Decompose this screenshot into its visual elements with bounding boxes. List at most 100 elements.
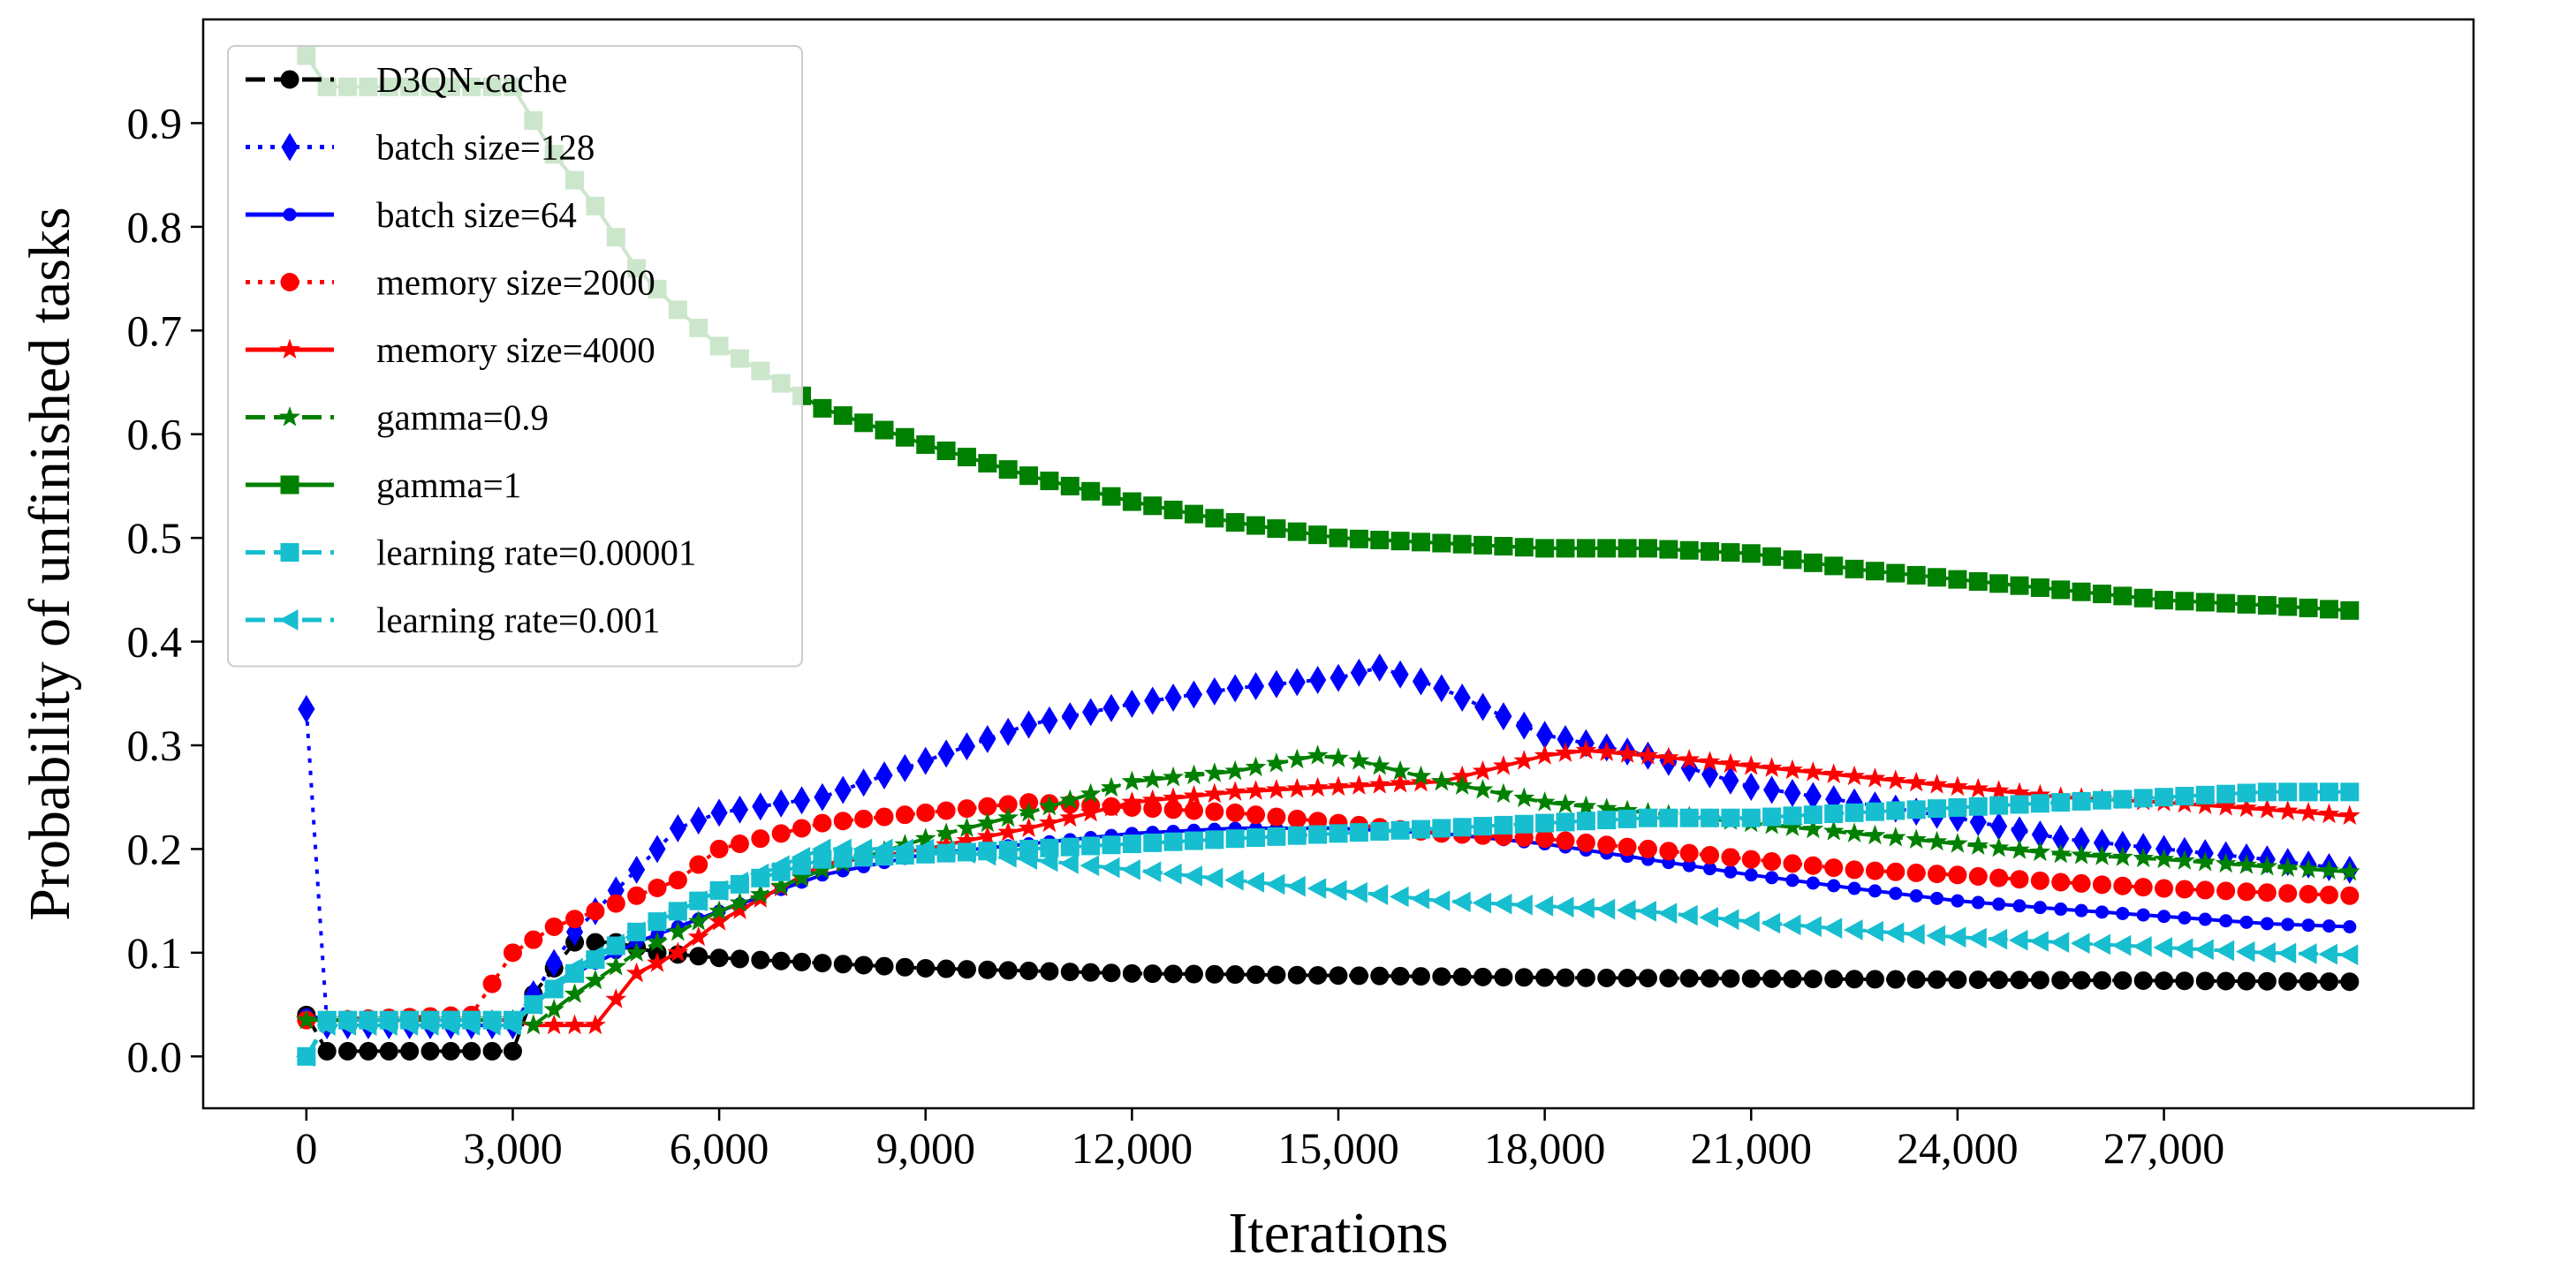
data-point: [460, 1015, 481, 1036]
data-point: [916, 803, 936, 822]
data-point: [914, 838, 935, 860]
series-line: [306, 753, 2350, 1028]
data-point: [1744, 868, 1758, 882]
data-point: [2216, 881, 2236, 901]
series-line: [305, 847, 2350, 1058]
data-point: [1806, 876, 1820, 890]
data-point: [2051, 793, 2071, 812]
data-point: [1411, 967, 1430, 986]
data-point: [1678, 748, 1700, 769]
data-point: [1163, 863, 1182, 885]
data-point: [1246, 805, 1266, 825]
series-line: [306, 800, 2350, 1023]
data-point: [1082, 698, 1100, 727]
data-point: [1121, 791, 1143, 812]
data-point: [2319, 782, 2338, 802]
data-point: [2113, 789, 2133, 809]
data-point: [2237, 882, 2256, 902]
data-point: [1349, 529, 1368, 548]
data-point: [2219, 914, 2233, 928]
data-point: [647, 952, 668, 972]
data-point: [627, 886, 647, 905]
data-point: [2029, 931, 2049, 952]
data-point: [1265, 873, 1285, 895]
data-point: [1390, 966, 1410, 986]
data-point: [979, 724, 996, 753]
data-point: [771, 824, 791, 843]
data-point: [667, 920, 689, 941]
data-point: [1967, 927, 1987, 949]
data-point: [584, 1014, 606, 1035]
data-point: [481, 1015, 501, 1036]
data-point: [1308, 525, 1328, 545]
data-point: [1286, 777, 1308, 798]
data-point: [1556, 812, 1575, 832]
data-point: [1930, 891, 1944, 905]
data-point: [957, 960, 976, 979]
data-point: [565, 910, 585, 929]
data-point: [770, 875, 792, 895]
data-point: [1844, 822, 1866, 842]
data-point: [1865, 861, 1884, 880]
data-point: [564, 983, 586, 1003]
data-point: [1391, 660, 1409, 689]
data-point: [916, 958, 936, 978]
data-point: [751, 950, 770, 970]
data-point: [1884, 922, 1905, 944]
data-point: [1183, 865, 1202, 887]
data-point: [2339, 804, 2360, 825]
x-axis-label: Iterations: [1228, 1201, 1448, 1265]
data-point: [1472, 779, 1494, 799]
data-point: [1576, 968, 1595, 987]
data-point: [378, 1015, 398, 1036]
data-point: [2256, 798, 2278, 819]
data-point: [1576, 539, 1595, 558]
data-point: [1802, 916, 1822, 938]
data-point: [585, 969, 606, 990]
data-point: [1803, 856, 1822, 875]
data-point: [1494, 815, 1513, 835]
legend: D3QN-cache batch size=128 batch size=64 mem…: [227, 45, 803, 668]
data-point: [873, 838, 893, 860]
data-point: [2195, 971, 2215, 991]
data-point: [1659, 808, 1678, 827]
data-point: [1267, 807, 1286, 827]
data-point: [1308, 965, 1328, 985]
data-point: [1411, 532, 1430, 552]
data-point: [2054, 903, 2068, 917]
y-tick-label: 0.5: [127, 513, 183, 563]
data-point: [1885, 827, 1906, 847]
data-point: [1144, 686, 1162, 715]
data-point: [1452, 534, 1472, 554]
data-point: [1185, 680, 1203, 709]
data-point: [2173, 850, 2195, 870]
data-point: [1763, 775, 1781, 804]
data-point: [772, 789, 790, 818]
data-point: [646, 910, 666, 933]
data-point: [1184, 504, 1203, 524]
series-line: [305, 940, 2350, 1054]
data-point: [2111, 934, 2132, 956]
legend-item: memory size=4000: [246, 329, 655, 370]
data-point: [482, 1041, 502, 1061]
data-point: [792, 786, 811, 815]
data-point: [1967, 777, 1989, 798]
data-point: [1741, 850, 1761, 869]
data-point: [2095, 905, 2109, 919]
data-point: [1992, 897, 2006, 911]
data-point: [317, 1041, 337, 1061]
data-point: [1968, 971, 1988, 990]
data-point: [1265, 779, 1287, 799]
data-point: [1971, 895, 1985, 910]
data-point: [1472, 759, 1494, 781]
data-point: [875, 956, 894, 976]
data-point: [2216, 971, 2236, 991]
data-point: [1432, 967, 1451, 986]
data-point: [1494, 968, 1513, 987]
data-point: [1659, 842, 1678, 861]
data-point: [936, 959, 956, 978]
data-point: [1492, 782, 1514, 804]
data-point: [1534, 791, 1556, 812]
data-point: [1102, 835, 1121, 855]
data-point: [1824, 858, 1844, 878]
